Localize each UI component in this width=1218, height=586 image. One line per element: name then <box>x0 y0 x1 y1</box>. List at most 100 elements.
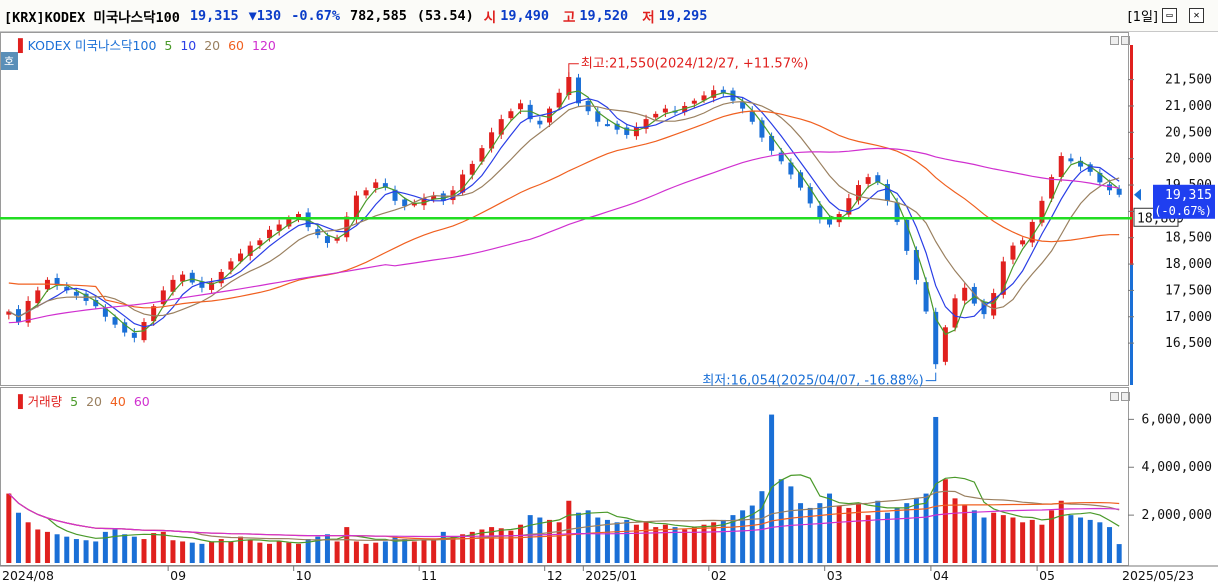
volume-bar <box>846 507 852 563</box>
volume-bar <box>35 529 41 563</box>
candle-body <box>392 189 398 201</box>
low-value: 19,295 <box>658 7 708 24</box>
volume-tick-label: 6,000,000 <box>1142 412 1212 427</box>
candle-body <box>788 162 794 175</box>
candle-body <box>981 301 987 315</box>
volume-bar <box>141 539 147 563</box>
volume-bar <box>122 534 128 563</box>
date-label: 12 <box>547 568 563 583</box>
volume-bar <box>238 536 244 563</box>
candle-body <box>93 300 99 307</box>
vol-ma5-line <box>8 474 1120 544</box>
legend-marker: ▌ <box>18 394 28 409</box>
pane-minimize-icon[interactable] <box>1110 36 1119 45</box>
ticker-name[interactable]: [KRX]KODEX 미국나스닥100 <box>4 9 180 26</box>
legend-volume-name[interactable]: 거래량 <box>27 394 63 409</box>
current-change-label: (-0.67%) <box>1154 204 1212 218</box>
volume-bar <box>440 531 446 563</box>
legend-vol-ma60[interactable]: 60 <box>133 394 150 409</box>
candle-body <box>614 123 620 130</box>
volume-pane-close-icon[interactable] <box>1121 392 1130 401</box>
candle-body <box>295 214 301 218</box>
volume-bar <box>855 503 861 563</box>
quote-tag[interactable]: 호 <box>0 52 18 70</box>
candle-body <box>6 311 12 315</box>
candle-body <box>971 286 977 304</box>
period-selector[interactable]: [1일] <box>1127 10 1158 25</box>
volume-bar <box>720 519 726 563</box>
candle-body <box>508 111 514 119</box>
candle-body <box>740 101 746 109</box>
volume-bar <box>180 541 186 563</box>
candle-body <box>1097 172 1103 183</box>
vol-ma60-line <box>8 493 1120 538</box>
candle-body <box>807 187 813 204</box>
legend-vol-ma5[interactable]: 5 <box>70 394 79 409</box>
pane-close-icon[interactable] <box>1121 36 1130 45</box>
candle-body <box>15 309 21 323</box>
volume-bar <box>83 540 89 563</box>
candle-body <box>942 327 948 362</box>
candle-body <box>102 308 108 317</box>
volume-bar <box>334 541 340 563</box>
date-label: 02 <box>711 568 727 583</box>
volume-bar <box>730 515 736 563</box>
close-window-icon[interactable]: ✕ <box>1189 8 1204 23</box>
candle-body <box>421 198 427 206</box>
volume-bar <box>508 530 514 563</box>
volume-bar <box>807 507 813 563</box>
volume-bar <box>1039 524 1045 563</box>
price-tick-label: 21,000 <box>1165 99 1212 114</box>
volume-bar <box>672 527 678 563</box>
volume-bar <box>460 534 466 563</box>
price-tick-label: 20,500 <box>1165 125 1212 140</box>
volume-bar <box>73 539 79 563</box>
volume-bar <box>15 512 21 563</box>
legend-ma5[interactable]: 5 <box>164 38 173 53</box>
legend-ma60[interactable]: 60 <box>228 38 245 53</box>
high-annotation-arrow <box>568 63 579 78</box>
candle-body <box>547 108 553 123</box>
current-price: 19,315 <box>189 7 239 24</box>
volume-bar <box>894 507 900 563</box>
candle-body <box>595 111 601 122</box>
restore-window-icon[interactable]: ▭ <box>1162 8 1177 23</box>
candle-body <box>276 224 282 231</box>
legend-vol-ma20[interactable]: 20 <box>86 394 102 409</box>
volume-bar <box>276 541 282 563</box>
volume-bar <box>267 543 273 563</box>
candle-body <box>35 290 41 304</box>
legend-ma20[interactable]: 20 <box>204 38 221 53</box>
ma20-line <box>8 100 1120 318</box>
current-price-pointer <box>1134 188 1141 201</box>
candle-body <box>131 332 137 338</box>
low-annotation: 최저:16,054(2025/04/07, -16.88%) <box>702 374 923 389</box>
volume-bar <box>962 505 968 563</box>
candle-body <box>1058 156 1064 177</box>
candle-body <box>653 113 659 118</box>
volume-pane-minimize-icon[interactable] <box>1110 392 1119 401</box>
candle-body <box>894 202 900 222</box>
legend-price-name[interactable]: KODEX 미국나스닥100 <box>27 38 157 53</box>
volume-bar <box>286 542 292 563</box>
candle-body <box>1087 164 1093 172</box>
legend-ma120[interactable]: 120 <box>252 38 276 53</box>
candle-body <box>913 249 919 280</box>
current-price-label: 19,315 <box>1165 188 1212 203</box>
candle-body <box>353 195 359 220</box>
high-value: 19,520 <box>579 7 629 24</box>
candle-body <box>662 108 668 113</box>
legend-vol-ma40[interactable]: 40 <box>109 394 126 409</box>
candle-body <box>238 253 244 262</box>
volume-bar <box>1087 519 1093 563</box>
candle-body <box>711 90 717 98</box>
candle-body <box>846 198 852 215</box>
candle-body <box>382 183 388 188</box>
legend-ma10[interactable]: 10 <box>180 38 197 53</box>
volume-bar <box>884 512 890 563</box>
volume-legend: ▌거래량 5 20 40 60 <box>18 391 154 410</box>
volume-bar <box>25 522 31 563</box>
candle-body <box>479 148 485 162</box>
volume-bar <box>904 503 910 563</box>
